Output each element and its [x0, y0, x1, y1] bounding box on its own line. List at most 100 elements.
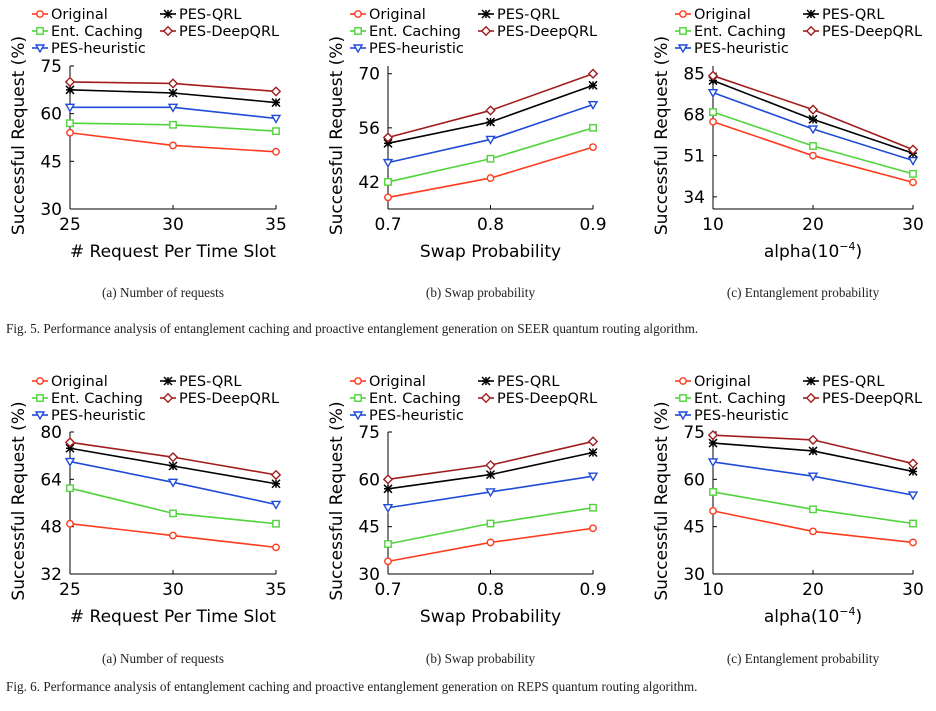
legend-label: Ent. Caching [694, 24, 786, 40]
data-point [169, 531, 177, 540]
x-tick-label: 30 [902, 215, 924, 235]
data-point [485, 488, 496, 498]
legend-item: Original [32, 374, 108, 390]
chart-panel: 10 20 30 30 45 60 75 alpha(10−4) Successful Requ… [652, 374, 924, 666]
x-axis-label: Swap Probability [420, 242, 561, 262]
data-point [709, 488, 717, 496]
series-pes-deepqrl [707, 429, 919, 469]
series-line [69, 487, 277, 525]
x-tick-label: 0.9 [579, 215, 606, 235]
x-tick-label: 25 [59, 580, 81, 600]
y-tick-label: 48 [40, 518, 62, 538]
legend-label: PES-QRL [822, 374, 884, 390]
y-tick-label: 51 [683, 147, 705, 167]
y-axis-label: Successful Request (%) [327, 36, 347, 235]
legend-label: Original [369, 7, 426, 23]
y-tick-label: 30 [40, 200, 62, 220]
legend-marker [480, 25, 492, 37]
data-point [808, 114, 818, 124]
data-point [707, 458, 719, 468]
x-tick-label: 0.8 [477, 215, 504, 235]
legend-label: PES-QRL [497, 7, 559, 23]
legend-label: Ent. Caching [369, 391, 461, 407]
x-axis-label: # Request Per Time Slot [70, 607, 277, 627]
data-point [66, 519, 74, 528]
legend-label: PES-DeepQRL [822, 24, 922, 40]
legend-item: PES-DeepQRL [803, 24, 922, 40]
x-tick-label: 35 [265, 580, 287, 600]
legend-item: PES-QRL [803, 374, 884, 390]
legend-marker [162, 25, 174, 37]
data-point [168, 88, 178, 98]
data-point [907, 156, 919, 166]
legend-label: Ent. Caching [51, 24, 143, 40]
data-point [382, 158, 394, 169]
legend-item: PES-DeepQRL [803, 391, 922, 407]
panel-subcaption: (b) Swap probability [426, 285, 536, 300]
data-point [707, 88, 719, 99]
chart-panel: 0.7 0.8 0.9 42 56 70 Swap Probability Successfu… [327, 7, 607, 300]
legend-marker [679, 394, 687, 402]
legend-label: PES-QRL [497, 374, 559, 390]
y-tick-label: 42 [358, 173, 380, 193]
data-point [65, 443, 75, 453]
x-axis-label: alpha(10−4) [764, 605, 862, 627]
data-point [809, 527, 817, 536]
x-axis-label: Swap Probability [420, 607, 561, 627]
legend-item: Ent. Caching [675, 391, 786, 407]
x-axis-label-text: alpha(10 [764, 242, 839, 262]
data-point [587, 100, 599, 111]
legend-label: PES-QRL [822, 7, 884, 23]
data-point [383, 484, 393, 494]
series-pes-heuristic [707, 458, 919, 501]
x-tick-label: 20 [802, 580, 824, 600]
data-point [587, 472, 599, 482]
data-point [167, 78, 179, 89]
data-point [809, 142, 817, 150]
data-point [272, 147, 280, 156]
y-tick-label: 75 [683, 423, 705, 443]
x-tick-label: 10 [702, 580, 724, 600]
legend-marker [354, 27, 362, 35]
series-ent-caching [66, 119, 280, 136]
data-point [907, 491, 919, 501]
legend-marker [679, 10, 687, 18]
figure-caption: Fig. 5. Performance analysis of entangle… [6, 321, 698, 336]
data-point [66, 484, 74, 493]
series-pes-deepqrl [382, 436, 599, 485]
data-point [384, 178, 392, 186]
legend: Original PES-QRL Ent. Caching PES-DeepQRL PE… [32, 7, 279, 57]
data-point [589, 143, 597, 152]
data-point [270, 114, 282, 124]
data-point [384, 557, 392, 566]
legend-item: PES-QRL [478, 374, 559, 390]
x-tick-label: 0.9 [579, 580, 606, 600]
series-original [66, 128, 280, 156]
data-point [908, 466, 918, 476]
data-point [270, 86, 282, 97]
legend-item: PES-DeepQRL [478, 24, 597, 40]
legend-marker [806, 9, 816, 19]
data-point [382, 132, 394, 143]
panel-subcaption: (a) Number of requests [102, 651, 224, 666]
data-point [64, 437, 76, 448]
data-point [167, 478, 179, 488]
x-tick-label: 10 [702, 215, 724, 235]
legend: Original PES-QRL Ent. Caching PES-DeepQRL PE… [32, 374, 279, 424]
legend-marker [805, 392, 817, 404]
series-original [709, 506, 917, 547]
series-pes-qrl [65, 85, 281, 108]
data-point [708, 438, 718, 448]
series-pes-heuristic [64, 457, 282, 510]
legend: Original PES-QRL Ent. Caching PES-DeepQRL PE… [350, 374, 597, 424]
legend-label: PES-DeepQRL [497, 24, 597, 40]
series-ent-caching [709, 108, 917, 178]
legend-marker [163, 376, 173, 386]
legend-marker [36, 377, 44, 385]
y-tick-label: 34 [683, 188, 705, 208]
data-point [907, 458, 919, 469]
series-pes-heuristic [707, 88, 919, 166]
data-point [64, 457, 76, 467]
legend-marker [36, 394, 44, 402]
